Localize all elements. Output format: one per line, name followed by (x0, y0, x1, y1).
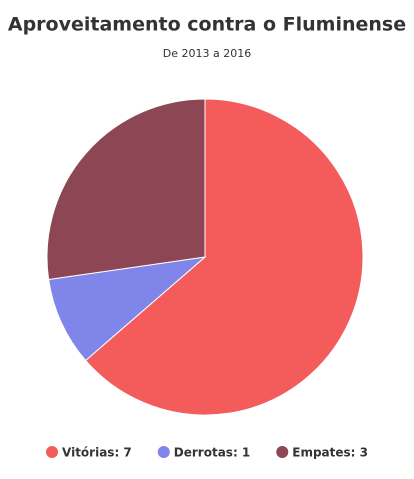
legend: Vitórias: 7 Derrotas: 1 Empates: 3 (46, 446, 368, 460)
legend-marker (276, 446, 289, 458)
pie-slice (84, 98, 364, 416)
legend-marker (46, 446, 58, 458)
pie-slice (48, 256, 207, 362)
legend-marker (157, 446, 170, 458)
legend-label: Derrotas: 1 (174, 446, 250, 460)
pie (46, 98, 364, 416)
pie-slice (46, 98, 206, 281)
chart-title: Aproveitamento contra o Fluminense (8, 14, 406, 36)
legend-label: Vitórias: 7 (62, 446, 132, 460)
legend-label: Empates: 3 (292, 446, 368, 460)
chart-subtitle: De 2013 a 2016 (163, 47, 251, 60)
